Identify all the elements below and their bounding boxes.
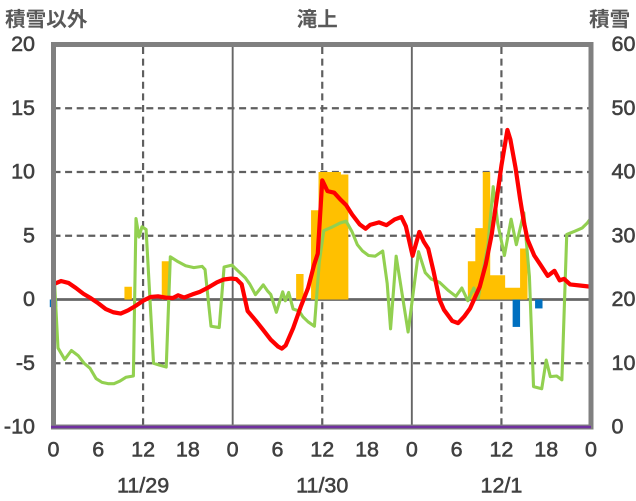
svg-text:0: 0 [585,437,597,461]
svg-text:6: 6 [271,437,283,461]
svg-text:50: 50 [612,96,636,120]
svg-text:12/1: 12/1 [480,474,522,498]
svg-text:60: 60 [612,32,636,56]
svg-text:0: 0 [406,437,418,461]
svg-text:6: 6 [451,437,463,461]
svg-text:0: 0 [612,415,624,439]
svg-text:0: 0 [48,437,60,461]
svg-text:30: 30 [612,223,636,247]
svg-text:12: 12 [131,437,155,461]
svg-text:18: 18 [534,437,558,461]
svg-text:0: 0 [23,287,35,311]
svg-text:20: 20 [612,287,636,311]
svg-text:5: 5 [23,223,35,247]
svg-text:15: 15 [11,96,35,120]
svg-text:10: 10 [11,160,35,184]
svg-text:6: 6 [92,437,104,461]
svg-text:11/30: 11/30 [296,474,348,498]
svg-text:18: 18 [176,437,200,461]
svg-text:10: 10 [612,351,636,375]
svg-text:-10: -10 [4,415,35,439]
svg-text:-5: -5 [16,351,35,375]
svg-text:12: 12 [310,437,334,461]
svg-text:20: 20 [11,32,35,56]
svg-text:12: 12 [489,437,513,461]
svg-text:11/29: 11/29 [117,474,169,498]
svg-text:18: 18 [355,437,379,461]
svg-text:40: 40 [612,160,636,184]
svg-text:0: 0 [227,437,239,461]
